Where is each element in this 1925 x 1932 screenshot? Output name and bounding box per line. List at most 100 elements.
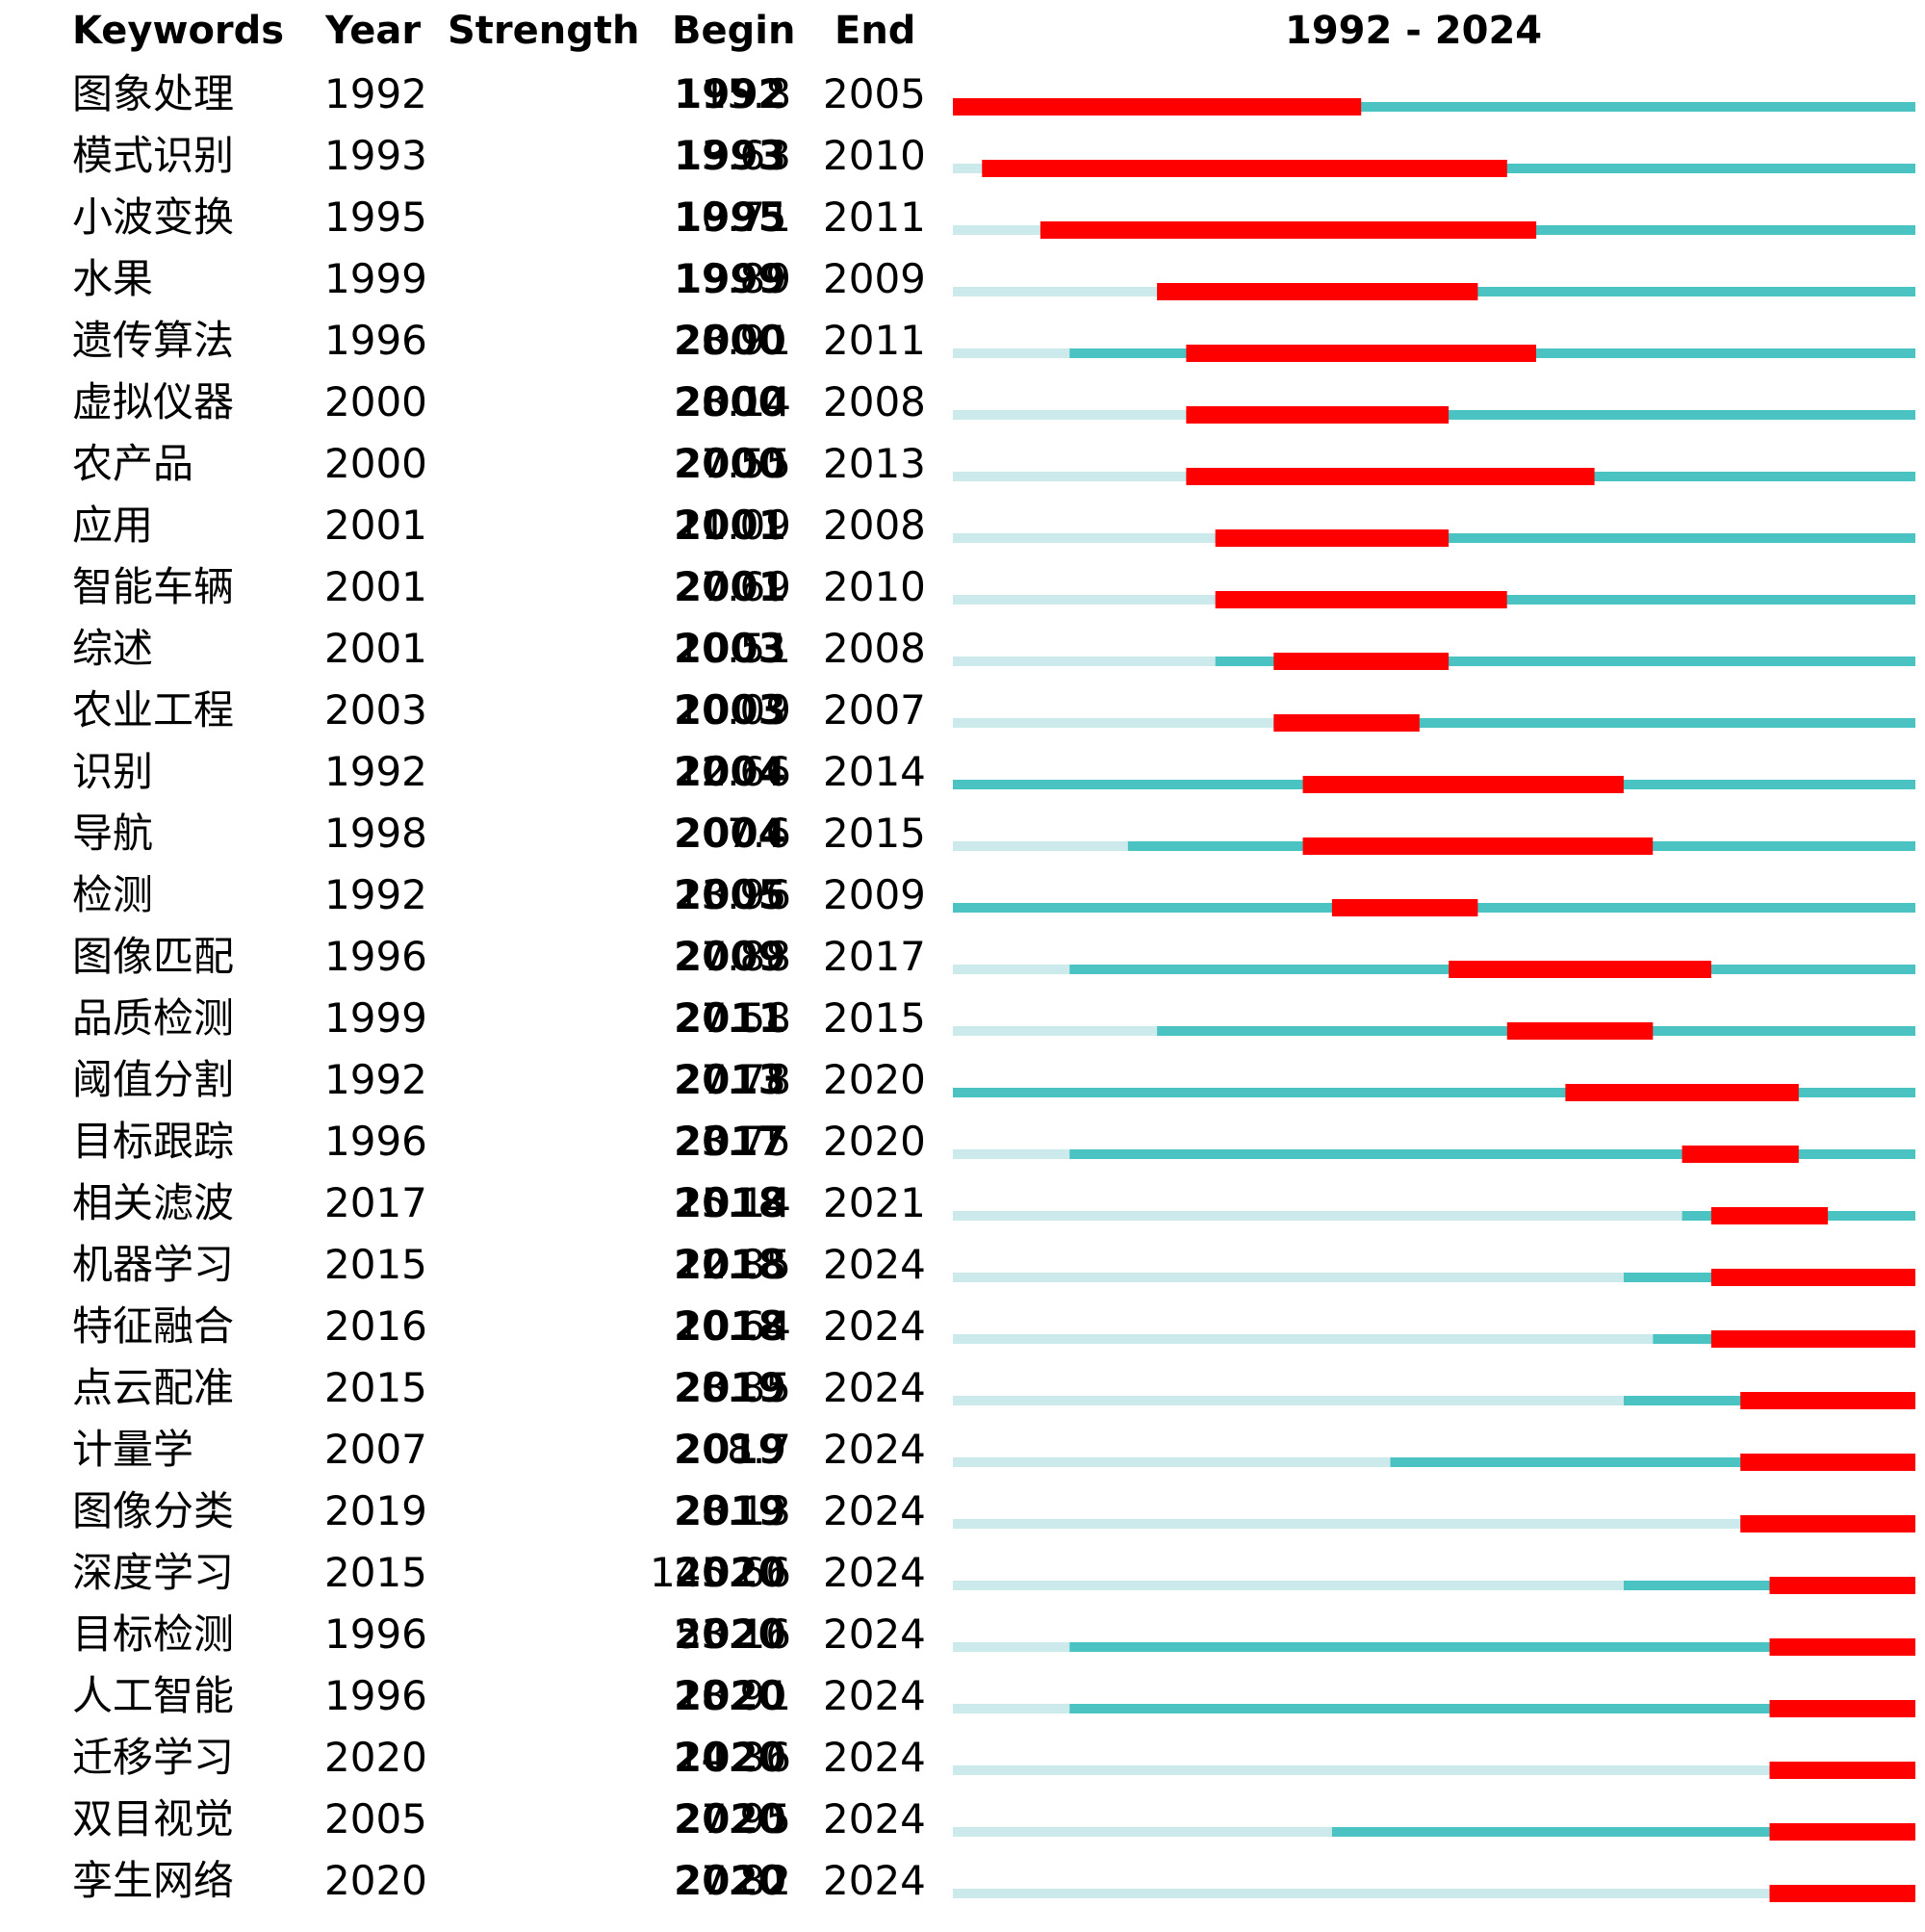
- keyword-cell: 孪生网络: [72, 1857, 235, 1904]
- strength-cell: 14.36: [675, 1734, 791, 1781]
- end-cell: 2010: [823, 132, 926, 179]
- end-cell: 2008: [823, 625, 926, 672]
- table-row: 特征融合 2016 10.64 2018 2024: [0, 1296, 1925, 1357]
- burst-segment: [1506, 1022, 1654, 1040]
- end-cell: 2024: [823, 1734, 926, 1781]
- header-begin: Begin: [672, 9, 796, 53]
- table-row: 水果 1999 9.89 1999 2009: [0, 248, 1925, 310]
- burst-segment: [1186, 468, 1595, 485]
- end-cell: 2007: [823, 686, 926, 734]
- inactive-segment: [953, 718, 1274, 728]
- end-cell: 2005: [823, 70, 926, 117]
- inactive-segment: [953, 533, 1216, 543]
- inactive-segment: [953, 965, 1070, 974]
- inactive-segment: [953, 1889, 1770, 1898]
- keyword-cell: 智能车辆: [72, 563, 235, 610]
- end-cell: 2021: [823, 1179, 926, 1226]
- end-cell: 2013: [823, 440, 926, 487]
- active-segment: [1390, 1457, 1915, 1467]
- table-row: 图像匹配 1996 7.88 2009 2017: [0, 926, 1925, 988]
- year-cell: 2005: [324, 1795, 427, 1842]
- begin-cell: 2018: [674, 1302, 786, 1350]
- keyword-cell: 机器学习: [72, 1241, 235, 1288]
- strength-cell: 13.96: [675, 871, 791, 918]
- strength-cell: 15.14: [675, 1179, 791, 1226]
- inactive-segment: [953, 1642, 1070, 1652]
- active-segment: [1069, 1149, 1915, 1159]
- keyword-cell: 模式识别: [72, 132, 235, 179]
- strength-cell: 10.71: [675, 193, 791, 241]
- year-cell: 1992: [324, 748, 427, 795]
- burst-segment: [1215, 591, 1507, 608]
- strength-cell: 11.09: [675, 502, 791, 549]
- strength-cell: 10.51: [675, 625, 791, 672]
- burst-segment: [1710, 1207, 1829, 1224]
- inactive-segment: [953, 1827, 1332, 1837]
- begin-cell: 2018: [674, 1241, 786, 1288]
- keyword-cell: 农业工程: [72, 686, 235, 734]
- strength-cell: 7.82: [701, 1857, 791, 1904]
- active-segment: [1069, 1642, 1915, 1652]
- inactive-segment: [953, 1519, 1741, 1529]
- inactive-segment: [953, 1396, 1624, 1405]
- year-cell: 2020: [324, 1857, 427, 1904]
- keyword-cell: 点云配准: [72, 1364, 235, 1411]
- begin-cell: 2000: [674, 440, 786, 487]
- strength-cell: 8.13: [701, 1487, 791, 1534]
- year-cell: 1992: [324, 1056, 427, 1103]
- table-row: 导航 1998 7.6 2004 2015: [0, 803, 1925, 864]
- keyword-cell: 目标跟踪: [72, 1118, 235, 1165]
- year-cell: 2001: [324, 502, 427, 549]
- year-cell: 2000: [324, 378, 427, 425]
- burst-segment: [1273, 714, 1420, 732]
- strength-cell: 8.7: [727, 1426, 791, 1473]
- year-cell: 1996: [324, 1118, 427, 1165]
- inactive-segment: [953, 472, 1187, 481]
- end-cell: 2015: [823, 994, 926, 1042]
- inactive-segment: [953, 1581, 1624, 1590]
- year-cell: 2003: [324, 686, 427, 734]
- active-segment: [1273, 718, 1915, 728]
- end-cell: 2011: [823, 193, 926, 241]
- active-segment: [1069, 1704, 1915, 1713]
- burst-segment: [1769, 1638, 1915, 1656]
- begin-cell: 2020: [674, 1610, 786, 1658]
- begin-cell: 2018: [674, 1179, 786, 1226]
- keyword-cell: 检测: [72, 871, 154, 918]
- burst-segment: [1710, 1269, 1915, 1286]
- begin-cell: 2020: [674, 1795, 786, 1842]
- keyword-cell: 图像匹配: [72, 933, 235, 980]
- active-segment: [1215, 595, 1915, 605]
- strength-cell: 7.6: [727, 810, 791, 857]
- keyword-cell: 水果: [72, 255, 154, 302]
- table-row: 目标检测 1996 53.16 2020 2024: [0, 1604, 1925, 1665]
- inactive-segment: [953, 225, 1040, 235]
- table-row: 孪生网络 2020 7.82 2020 2024: [0, 1850, 1925, 1912]
- year-cell: 2001: [324, 563, 427, 610]
- burst-segment: [1740, 1454, 1915, 1471]
- active-segment: [1157, 287, 1915, 296]
- inactive-segment: [953, 1211, 1682, 1221]
- burst-segment: [1740, 1392, 1915, 1409]
- table-row: 农产品 2000 7.55 2000 2013: [0, 433, 1925, 495]
- year-cell: 1992: [324, 70, 427, 117]
- burst-segment: [1331, 899, 1478, 916]
- begin-cell: 2004: [674, 748, 786, 795]
- begin-cell: 2003: [674, 625, 786, 672]
- table-row: 阈值分割 1992 7.78 2013 2020: [0, 1049, 1925, 1111]
- year-cell: 1998: [324, 810, 427, 857]
- begin-cell: 2020: [674, 1672, 786, 1719]
- begin-cell: 1999: [674, 255, 786, 302]
- end-cell: 2024: [823, 1549, 926, 1596]
- keyword-cell: 小波变换: [72, 193, 235, 241]
- strength-cell: 7.58: [701, 994, 791, 1042]
- end-cell: 2020: [823, 1056, 926, 1103]
- inactive-segment: [953, 1704, 1070, 1713]
- keyword-cell: 人工智能: [72, 1672, 235, 1719]
- year-cell: 2019: [324, 1487, 427, 1534]
- end-cell: 2011: [823, 317, 926, 364]
- keyword-cell: 迁移学习: [72, 1734, 235, 1781]
- year-cell: 1992: [324, 871, 427, 918]
- year-cell: 2000: [324, 440, 427, 487]
- table-row: 检测 1992 13.96 2005 2009: [0, 864, 1925, 926]
